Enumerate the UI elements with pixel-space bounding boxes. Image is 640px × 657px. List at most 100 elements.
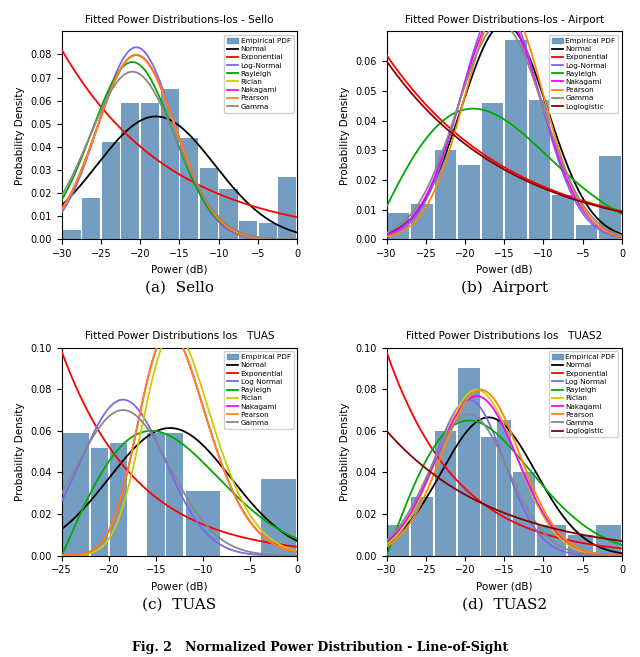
Rayleigh	[166, 432, 174, 440]
Gamma	[173, 135, 180, 143]
Exponential	[611, 206, 619, 214]
Bar	[435, 431, 456, 556]
Normal	[618, 230, 626, 238]
Exponential	[287, 212, 294, 219]
Loglogistic	[611, 536, 619, 544]
Pearson	[497, 407, 505, 415]
Bar	[568, 535, 593, 556]
Normal	[568, 173, 576, 181]
Nakagami	[395, 526, 403, 534]
Pearson	[166, 108, 174, 116]
Rayleigh	[243, 502, 251, 510]
Y-axis label: Probability Density: Probability Density	[340, 86, 350, 185]
Rician	[491, 403, 499, 411]
Nakagami	[166, 327, 174, 335]
Line: Gamma: Gamma	[387, 24, 622, 235]
Exponential	[618, 545, 626, 553]
Loglogistic	[568, 529, 576, 537]
Rician	[611, 551, 619, 559]
Bar	[259, 223, 276, 239]
Loglogistic	[395, 440, 403, 448]
Exponential	[293, 543, 301, 551]
Line: Rayleigh: Rayleigh	[62, 62, 297, 239]
Exponential	[395, 68, 403, 76]
Log Normal	[491, 433, 499, 441]
Pearson	[568, 182, 576, 190]
Nakagami	[165, 327, 173, 335]
Log Normal	[618, 552, 626, 560]
Log Normal	[293, 552, 301, 560]
Gamma	[497, 20, 504, 28]
Line: Gamma: Gamma	[62, 410, 297, 556]
Pearson	[166, 327, 174, 335]
Rayleigh	[147, 427, 155, 435]
Rayleigh	[129, 58, 136, 66]
Nakagami	[58, 552, 66, 560]
Loglogistic	[383, 57, 390, 65]
Nakagami	[611, 231, 619, 239]
Bar	[497, 420, 511, 556]
Gamma	[243, 231, 251, 238]
Log-Normal	[287, 235, 294, 243]
Legend: Empirical PDF, Normal, Exponential, Log Normal, Rayleigh, Rician, Nakagami, Pear: Empirical PDF, Normal, Exponential, Log …	[224, 351, 294, 429]
Normal	[287, 533, 294, 541]
Rayleigh	[491, 110, 499, 118]
Bar	[576, 225, 598, 239]
Rician	[395, 529, 403, 537]
Text: (a)  Sello: (a) Sello	[145, 281, 214, 295]
Nakagami	[243, 232, 251, 240]
Legend: Empirical PDF, Normal, Exponential, Log-Normal, Rayleigh, Nakagami, Pearson, Gam: Empirical PDF, Normal, Exponential, Log-…	[549, 35, 618, 112]
Bar	[102, 143, 120, 239]
Rayleigh	[465, 417, 473, 424]
Loglogistic	[395, 74, 403, 81]
Line: Normal: Normal	[387, 417, 622, 553]
Normal	[491, 25, 499, 33]
Line: Pearson: Pearson	[387, 2, 622, 237]
Rician	[173, 328, 180, 336]
Line: Nakagami: Nakagami	[62, 331, 297, 556]
Bar	[82, 198, 100, 239]
Bar	[63, 230, 81, 239]
Log-Normal	[58, 208, 66, 216]
Nakagami	[287, 547, 294, 555]
Rician	[611, 551, 619, 559]
Pearson	[611, 231, 619, 239]
Log Normal	[383, 541, 390, 549]
Line: Nakagami: Nakagami	[62, 55, 297, 239]
Nakagami	[618, 551, 626, 559]
Normal	[611, 227, 619, 235]
Title: Fitted Power Distributions los   TUAS2: Fitted Power Distributions los TUAS2	[406, 331, 602, 341]
Exponential	[58, 348, 66, 355]
Bar	[220, 189, 237, 239]
Log Normal	[465, 396, 473, 403]
Exponential	[568, 537, 576, 545]
Exponential	[243, 200, 251, 208]
Normal	[383, 230, 390, 238]
Loglogistic	[568, 194, 576, 202]
Pearson	[611, 551, 619, 559]
Nakagami	[395, 225, 403, 233]
Rayleigh	[611, 206, 619, 214]
Rician	[497, 415, 505, 422]
Rician	[293, 235, 301, 243]
Gamma	[383, 229, 390, 237]
Pearson	[287, 547, 294, 555]
Gamma	[611, 552, 619, 560]
Pearson	[287, 547, 294, 555]
Nakagami	[383, 231, 390, 238]
Normal	[497, 20, 505, 28]
Rayleigh	[568, 175, 576, 183]
Normal	[395, 530, 403, 537]
Rayleigh	[70, 172, 77, 180]
Bar	[458, 165, 480, 239]
Log Normal	[611, 552, 619, 560]
Rayleigh	[173, 436, 180, 443]
Exponential	[166, 165, 174, 173]
Y-axis label: Probability Density: Probability Density	[15, 403, 25, 501]
Line: Pearson: Pearson	[387, 390, 622, 555]
Log-Normal	[497, 0, 505, 6]
Rician	[70, 184, 77, 192]
Log-Normal	[395, 227, 403, 235]
Normal	[287, 227, 294, 235]
Pearson	[618, 551, 626, 559]
